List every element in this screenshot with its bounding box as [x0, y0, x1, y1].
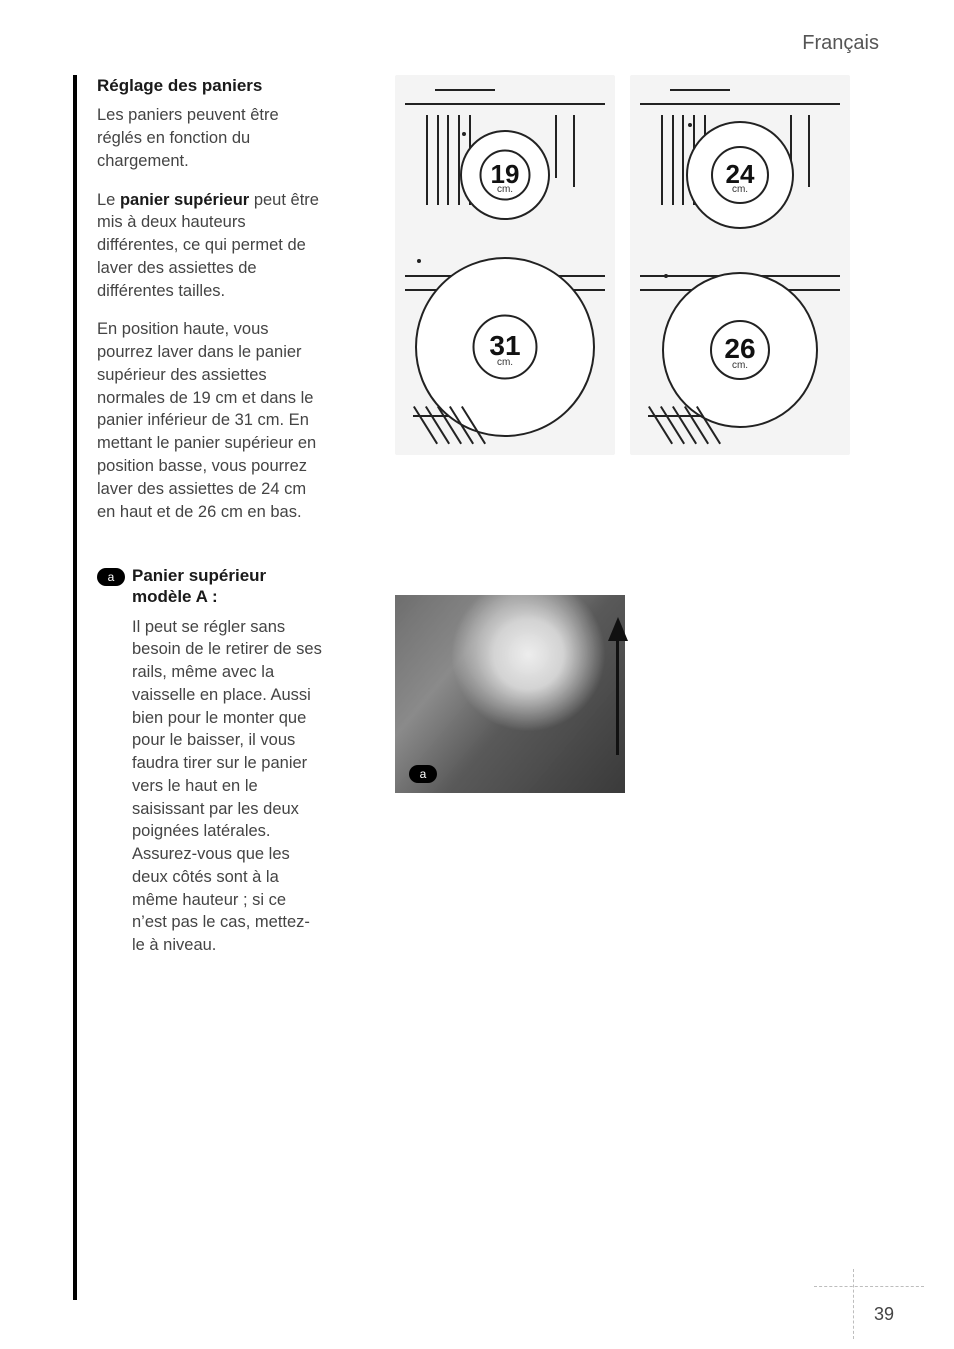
shelf-lines: [630, 89, 850, 109]
page: Français Réglage des paniers Les paniers…: [0, 0, 954, 1349]
cutlery-lines: [413, 407, 503, 447]
para-positions: En position haute, vous pourrez laver da…: [97, 318, 322, 523]
crop-mark-vertical: [853, 1269, 854, 1339]
heading-modele-a: Panier supérieur modèle A :: [132, 565, 322, 608]
photo-adjust-basket: a: [395, 595, 625, 793]
section-rule: [73, 75, 77, 1300]
photo-badge-a: a: [409, 765, 437, 783]
photo-image: [395, 595, 625, 793]
badge-a-text: a: [97, 568, 125, 586]
para-modele-a: Il peut se régler sans besoin de le reti…: [132, 616, 322, 957]
para2-strong: panier supérieur: [120, 191, 249, 209]
page-number: 39: [874, 1304, 894, 1325]
para-upper-basket: Le panier supérieur peut être mis à deux…: [97, 189, 322, 303]
top-plate-24: [686, 121, 794, 229]
diagram-low-position: 24 cm. 26 cm.: [630, 75, 850, 455]
para2-pre: Le: [97, 191, 120, 209]
para-intro: Les paniers peuvent être réglés en fonct…: [97, 104, 322, 172]
cutlery-lines: [648, 407, 738, 447]
crop-mark-horizontal: [814, 1286, 924, 1287]
heading-reglage: Réglage des paniers: [97, 75, 322, 96]
text-column: Réglage des paniers Les paniers peuvent …: [97, 75, 322, 539]
diagram-high-position: 19 cm. 31 cm.: [395, 75, 615, 455]
shelf-lines: [395, 89, 615, 109]
text-subcolumn: Panier supérieur modèle A : Il peut se r…: [132, 565, 322, 973]
language-label: Français: [802, 32, 879, 55]
top-plate-19: [460, 130, 550, 220]
